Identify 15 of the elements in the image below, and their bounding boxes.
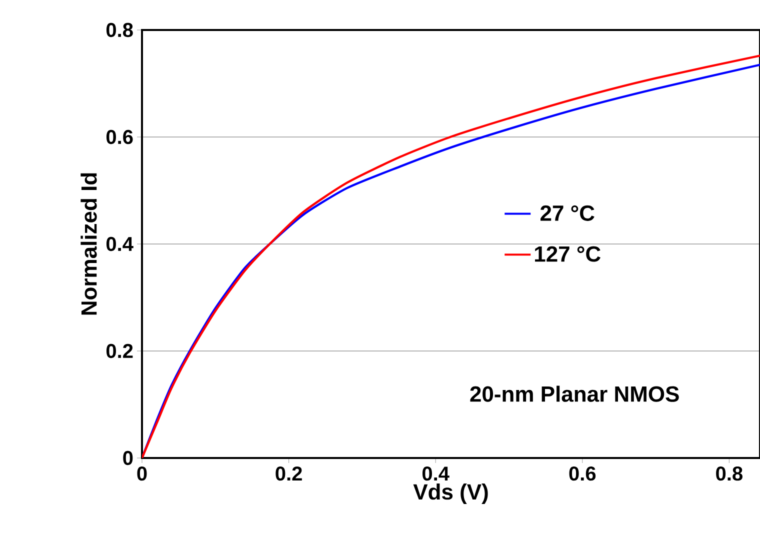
legend-label: 27 °C bbox=[540, 205, 594, 221]
y-tick-label: 0.6 bbox=[106, 130, 133, 144]
x-tick-label: 0.6 bbox=[569, 466, 596, 481]
legend-label: 127 °C bbox=[535, 246, 600, 262]
x-tick-label: 0.8 bbox=[716, 466, 742, 481]
x-tick-label: 0.4 bbox=[422, 466, 450, 481]
x-axis-title: Vds (V) bbox=[413, 484, 488, 504]
y-tick-label: 0.8 bbox=[106, 22, 133, 38]
x-tick-label: 0.2 bbox=[276, 466, 302, 481]
x-tick-label: 0 bbox=[137, 466, 147, 481]
y-tick-label: 0.4 bbox=[106, 236, 134, 252]
y-tick-label: 0 bbox=[123, 450, 133, 466]
y-tick-label: 0.2 bbox=[106, 344, 133, 358]
annotation: 20-nm Planar NMOS bbox=[470, 386, 679, 402]
y-axis-title: Normalized Id bbox=[80, 173, 97, 315]
